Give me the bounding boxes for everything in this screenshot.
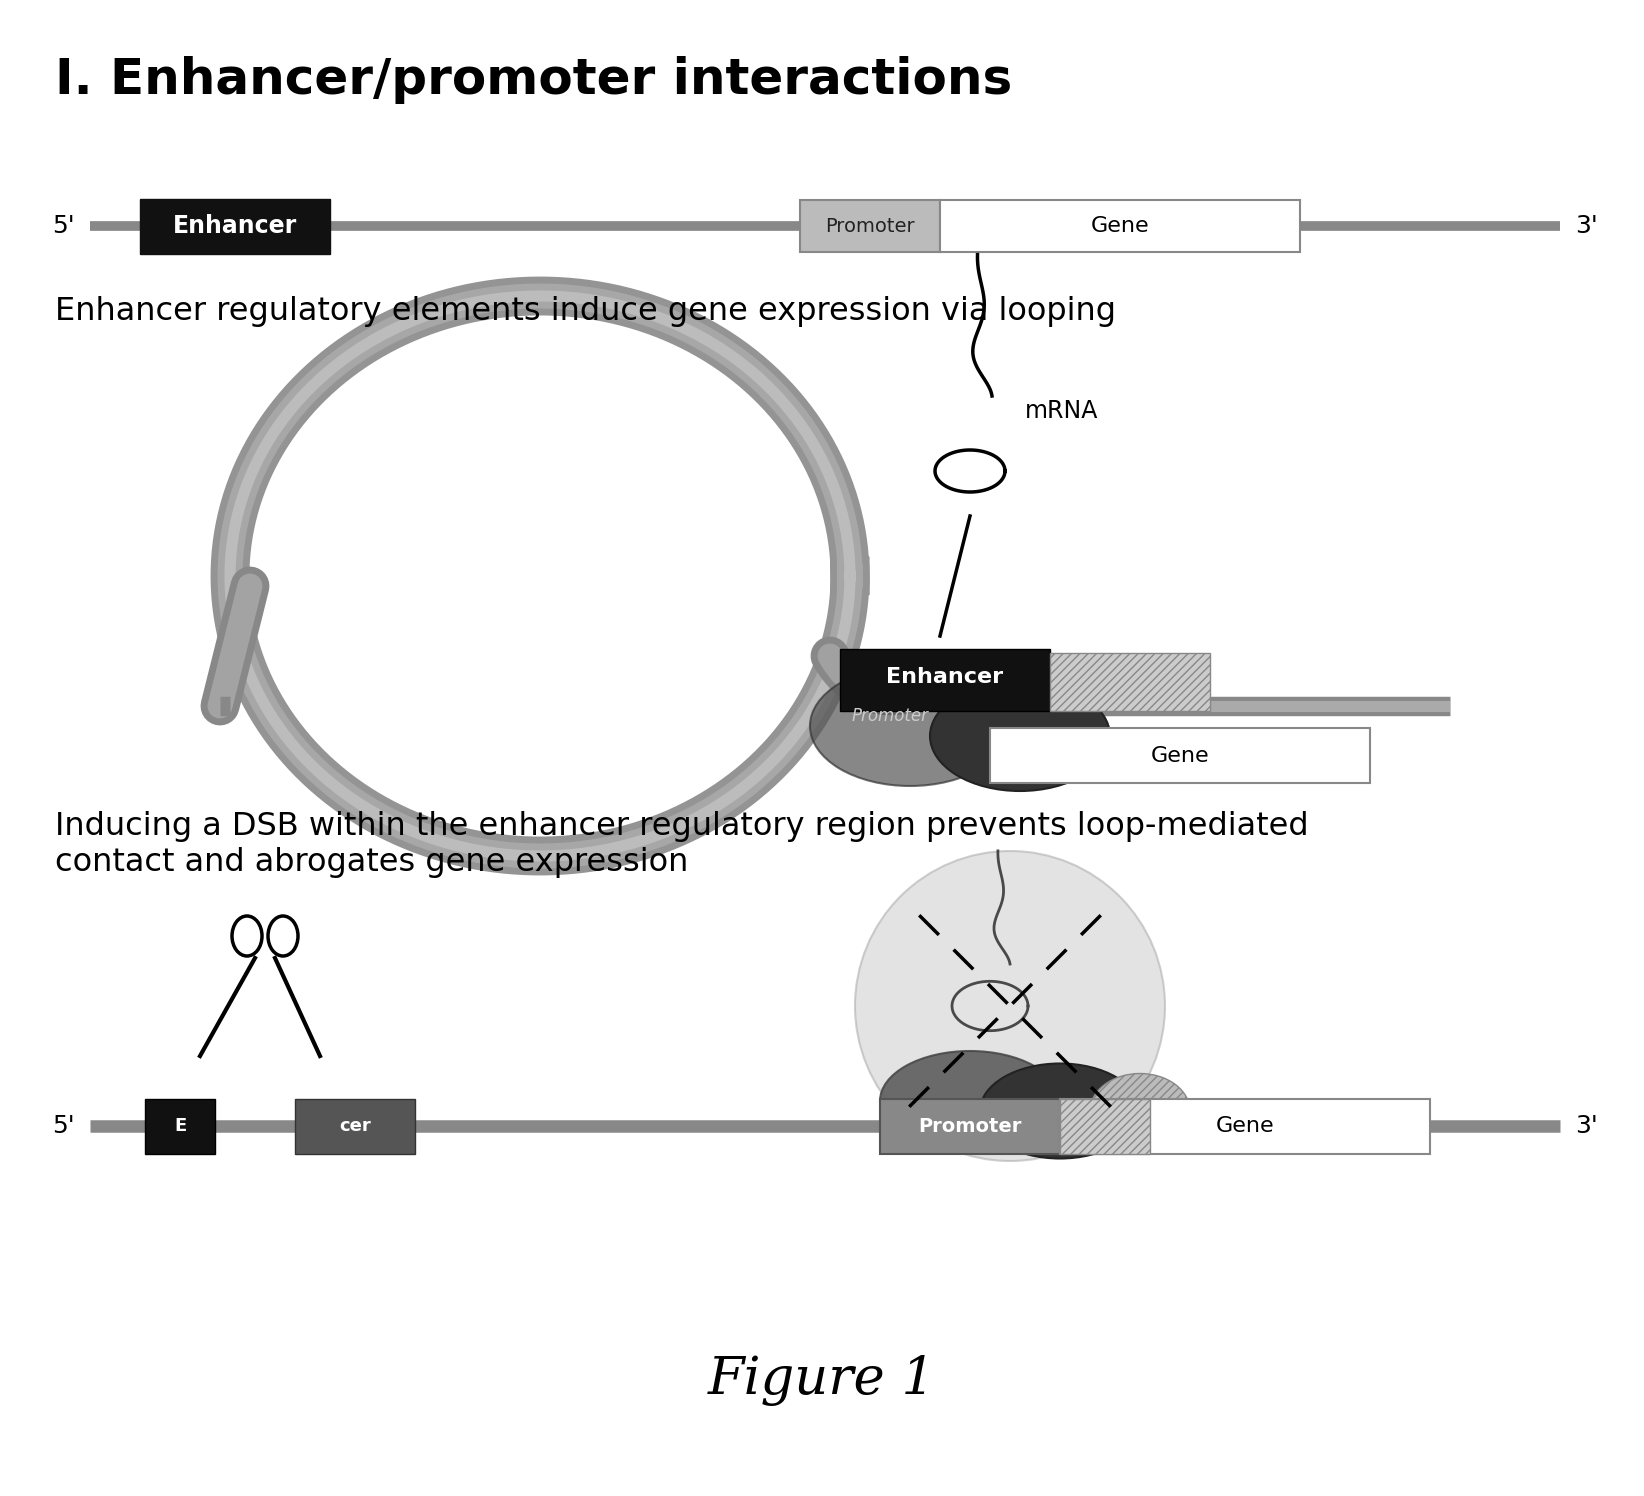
Ellipse shape xyxy=(931,681,1110,791)
Ellipse shape xyxy=(880,1052,1060,1150)
Ellipse shape xyxy=(980,1064,1139,1158)
Text: 3': 3' xyxy=(1575,1115,1598,1138)
FancyBboxPatch shape xyxy=(140,199,330,253)
Text: 5': 5' xyxy=(53,1115,76,1138)
Text: Promoter: Promoter xyxy=(852,708,929,726)
Ellipse shape xyxy=(1090,1074,1190,1149)
Text: Gene: Gene xyxy=(1215,1116,1274,1135)
FancyBboxPatch shape xyxy=(880,1098,1060,1153)
Ellipse shape xyxy=(268,916,298,956)
Text: Promoter: Promoter xyxy=(825,217,914,235)
FancyBboxPatch shape xyxy=(145,1098,215,1153)
Text: Gene: Gene xyxy=(1090,215,1149,236)
FancyBboxPatch shape xyxy=(1051,652,1210,711)
FancyBboxPatch shape xyxy=(940,200,1300,251)
Text: Enhancer regulatory elements induce gene expression via looping: Enhancer regulatory elements induce gene… xyxy=(54,296,1116,328)
Text: mRNA: mRNA xyxy=(1024,399,1098,423)
FancyBboxPatch shape xyxy=(1060,1098,1151,1153)
Ellipse shape xyxy=(232,916,261,956)
FancyBboxPatch shape xyxy=(840,649,1051,711)
FancyBboxPatch shape xyxy=(294,1098,414,1153)
FancyBboxPatch shape xyxy=(990,729,1369,782)
Ellipse shape xyxy=(810,666,1009,785)
Text: Enhancer: Enhancer xyxy=(173,214,298,238)
Text: I. Enhancer/promoter interactions: I. Enhancer/promoter interactions xyxy=(54,55,1013,105)
Text: 5': 5' xyxy=(53,214,76,238)
Circle shape xyxy=(855,851,1166,1161)
Text: cer: cer xyxy=(339,1118,372,1135)
Text: Figure 1: Figure 1 xyxy=(709,1355,935,1406)
Text: Gene: Gene xyxy=(1151,745,1210,766)
FancyBboxPatch shape xyxy=(801,200,940,251)
FancyBboxPatch shape xyxy=(1060,1098,1430,1153)
Text: E: E xyxy=(174,1118,186,1135)
Text: Promoter: Promoter xyxy=(919,1116,1021,1135)
Text: 3': 3' xyxy=(1575,214,1598,238)
Text: Enhancer: Enhancer xyxy=(886,667,1003,687)
Text: Inducing a DSB within the enhancer regulatory region prevents loop-mediated
cont: Inducing a DSB within the enhancer regul… xyxy=(54,811,1309,878)
